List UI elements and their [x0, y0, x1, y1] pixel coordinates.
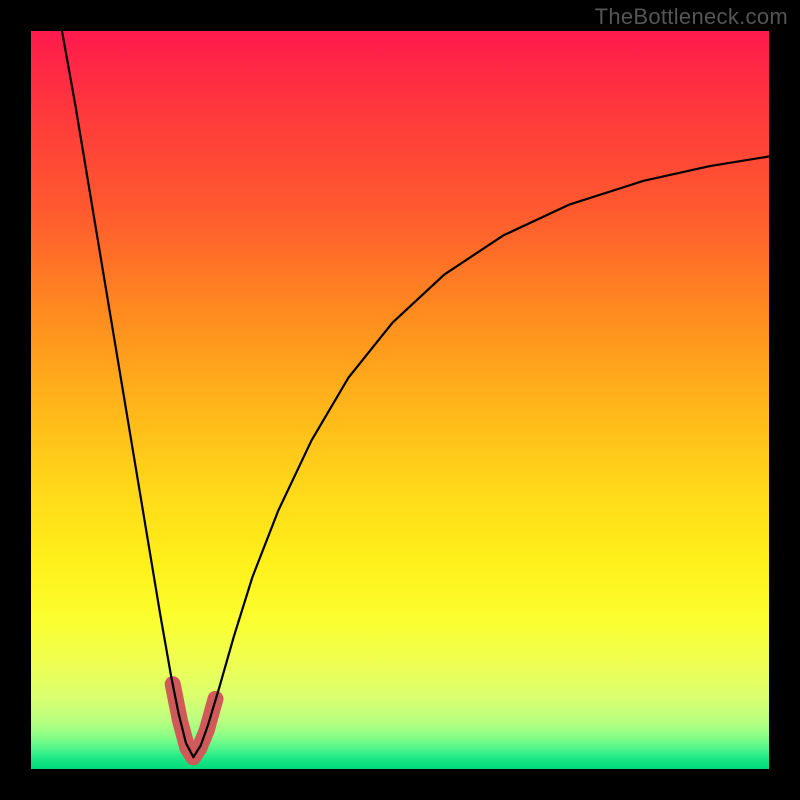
watermark-text: TheBottleneck.com — [595, 4, 788, 30]
chart-stage: TheBottleneck.com — [0, 0, 800, 800]
gradient-panel — [31, 31, 769, 769]
bottleneck-curve-plot — [0, 0, 800, 800]
